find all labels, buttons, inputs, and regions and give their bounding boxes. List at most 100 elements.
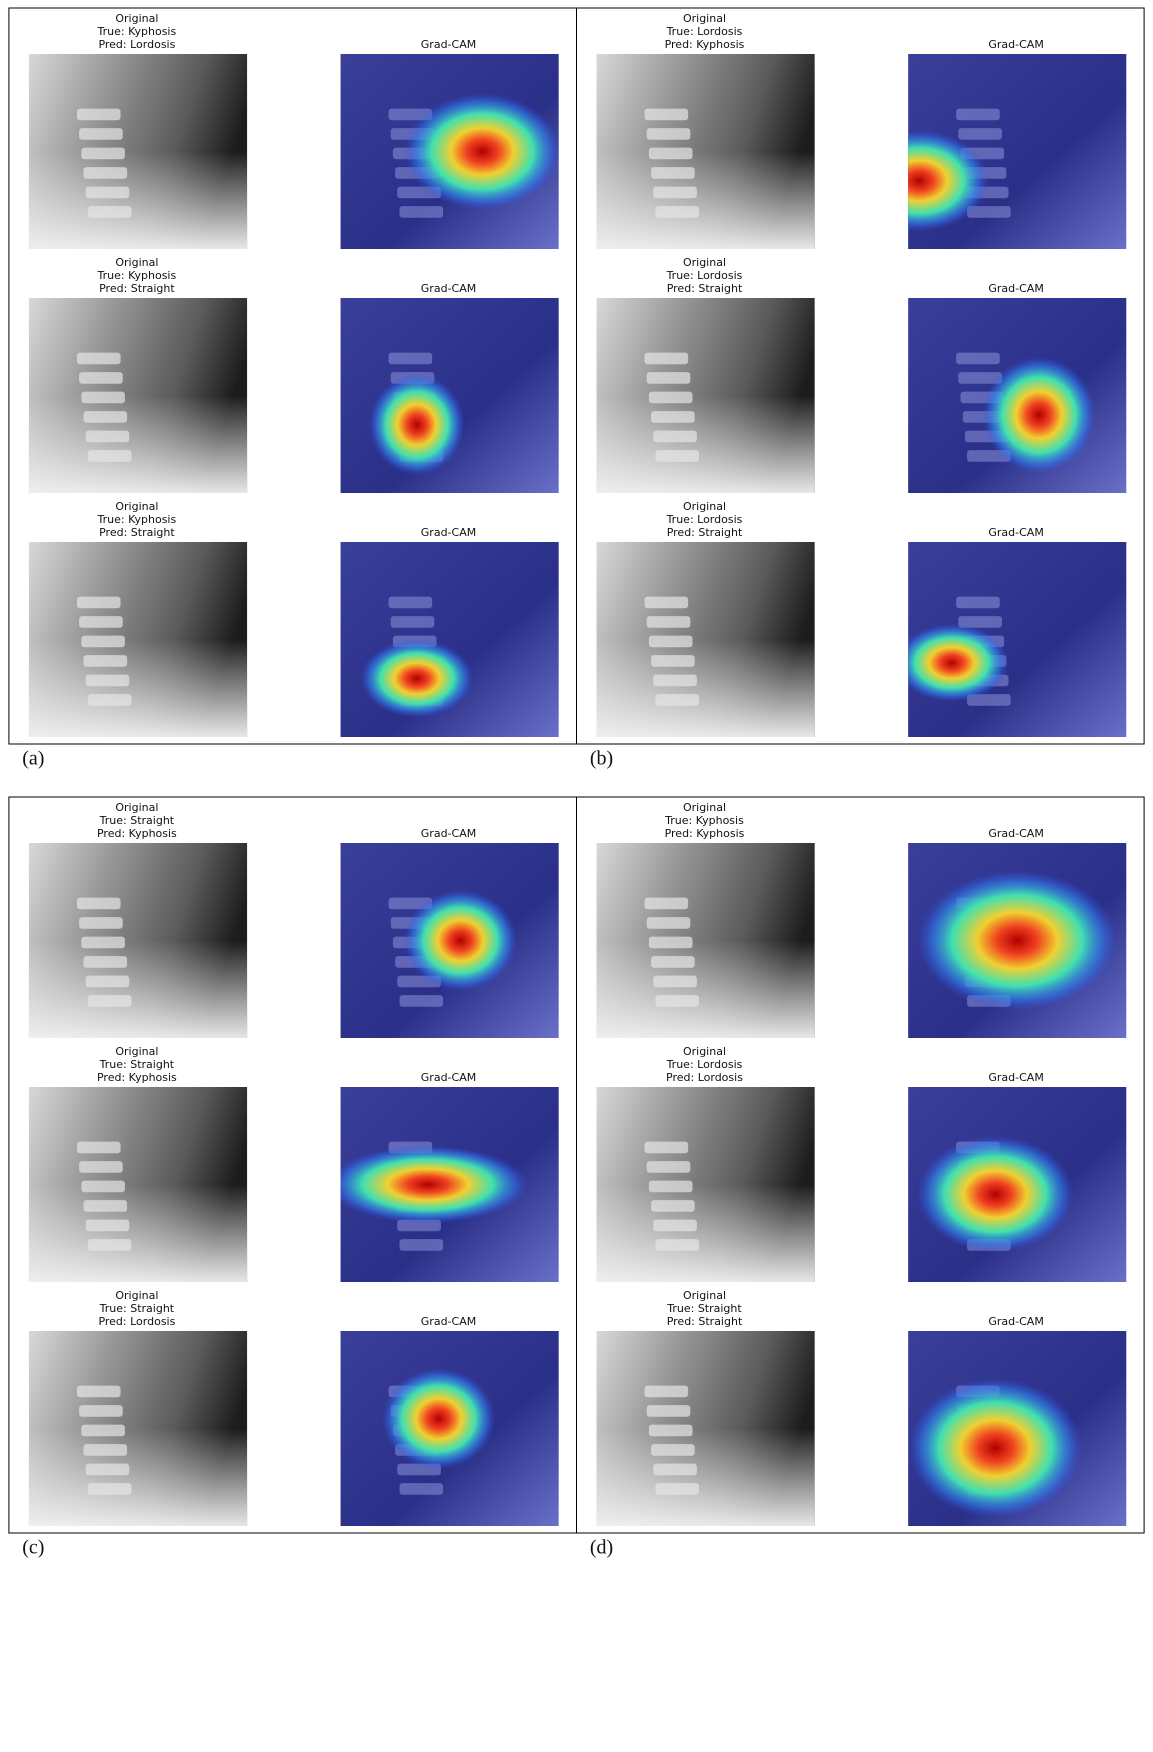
vertebra xyxy=(79,1405,123,1417)
vertebra xyxy=(79,917,123,929)
vertebra xyxy=(87,1483,132,1495)
true-label: True: Lordosis xyxy=(666,269,743,282)
vertebra-overlay xyxy=(399,995,444,1007)
vertebra xyxy=(655,450,700,462)
vertebra xyxy=(646,616,691,628)
gradcam-title: Grad-CAM xyxy=(988,282,1043,295)
original-title: Original xyxy=(115,1289,158,1302)
pred-label: Pred: Straight xyxy=(99,282,175,295)
vertebra xyxy=(651,655,695,667)
gradcam-title: Grad-CAM xyxy=(988,526,1043,539)
vertebra xyxy=(646,372,691,384)
original-title: Original xyxy=(115,500,158,513)
vertebra xyxy=(651,1444,695,1456)
pred-label: Pred: Straight xyxy=(99,526,175,539)
true-label: True: Straight xyxy=(99,1302,175,1315)
pred-label: Pred: Kyphosis xyxy=(97,827,177,840)
vertebra xyxy=(646,1405,691,1417)
vertebra xyxy=(87,450,132,462)
original-title: Original xyxy=(683,1045,726,1058)
vertebra xyxy=(81,1180,125,1193)
true-label: True: Straight xyxy=(666,1302,742,1315)
original-title: Original xyxy=(115,12,158,25)
xray-shade xyxy=(28,151,248,249)
vertebra xyxy=(87,1239,132,1251)
heatmap xyxy=(368,374,465,476)
vertebra xyxy=(81,147,125,160)
vertebra xyxy=(87,206,132,218)
gradcam-title: Grad-CAM xyxy=(988,1071,1043,1084)
vertebra xyxy=(653,975,697,988)
true-label: True: Kyphosis xyxy=(97,269,177,282)
vertebra xyxy=(81,1424,125,1437)
true-label: True: Lordosis xyxy=(666,513,743,526)
pred-label: Pred: Straight xyxy=(667,282,743,295)
vertebra xyxy=(85,186,130,199)
vertebra xyxy=(648,1180,693,1193)
vertebra xyxy=(644,1385,689,1398)
vertebra xyxy=(76,108,121,121)
gradcam-title: Grad-CAM xyxy=(421,526,476,539)
vertebra xyxy=(648,147,693,160)
vertebra xyxy=(651,956,695,968)
true-label: True: Kyphosis xyxy=(664,814,744,827)
original-title: Original xyxy=(683,1289,726,1302)
true-label: True: Kyphosis xyxy=(97,25,177,38)
gradcam-title: Grad-CAM xyxy=(421,38,476,51)
vertebra-overlay xyxy=(956,352,1000,365)
xray-shade xyxy=(596,940,815,1038)
vertebra-overlay xyxy=(399,1239,444,1251)
vertebra xyxy=(76,1141,121,1154)
vertebra xyxy=(648,1424,693,1437)
true-label: True: Straight xyxy=(99,1058,175,1071)
heatmap xyxy=(916,1135,1074,1253)
xray-shade xyxy=(28,1184,248,1282)
pred-label: Pred: Lordosis xyxy=(98,1315,175,1328)
vertebra xyxy=(648,391,693,404)
original-title: Original xyxy=(115,801,158,814)
vertebra-overlay xyxy=(958,128,1002,140)
vertebra xyxy=(87,995,132,1007)
xray-shade xyxy=(28,395,248,493)
vertebra xyxy=(653,186,697,199)
pred-label: Pred: Lordosis xyxy=(98,38,175,51)
vertebra-overlay xyxy=(958,616,1002,628)
vertebra xyxy=(85,975,130,988)
vertebra xyxy=(76,897,121,910)
gradcam-title: Grad-CAM xyxy=(421,1071,476,1084)
vertebra xyxy=(85,1463,130,1476)
vertebra xyxy=(76,352,121,365)
original-title: Original xyxy=(115,1045,158,1058)
pred-label: Pred: Kyphosis xyxy=(665,827,745,840)
vertebra xyxy=(644,897,689,910)
vertebra xyxy=(653,430,697,443)
heatmap xyxy=(403,93,559,210)
heatmap xyxy=(340,1145,529,1224)
xray-shade xyxy=(28,940,248,1038)
heatmap xyxy=(916,870,1118,1011)
pred-label: Pred: Kyphosis xyxy=(97,1071,177,1084)
gradcam-title: Grad-CAM xyxy=(421,827,476,840)
vertebra xyxy=(81,936,125,949)
vertebra xyxy=(651,411,695,423)
heatmap xyxy=(908,623,1009,702)
vertebra xyxy=(646,1161,691,1173)
vertebra xyxy=(651,167,695,179)
panel-frame xyxy=(576,7,1145,745)
true-label: True: Lordosis xyxy=(666,25,743,38)
vertebra xyxy=(655,206,700,218)
heatmap xyxy=(908,1377,1083,1519)
vertebra xyxy=(85,674,130,687)
vertebra xyxy=(83,411,128,423)
true-label: True: Lordosis xyxy=(666,1058,743,1071)
pred-label: Pred: Straight xyxy=(667,526,743,539)
xray-shade xyxy=(28,639,248,737)
vertebra xyxy=(644,596,689,609)
vertebra xyxy=(83,956,128,968)
panel-label: (d) xyxy=(590,1537,613,1559)
vertebra xyxy=(655,1239,700,1251)
vertebra xyxy=(81,391,125,404)
true-label: True: Straight xyxy=(99,814,175,827)
vertebra xyxy=(79,372,123,384)
vertebra-overlay xyxy=(388,352,433,365)
